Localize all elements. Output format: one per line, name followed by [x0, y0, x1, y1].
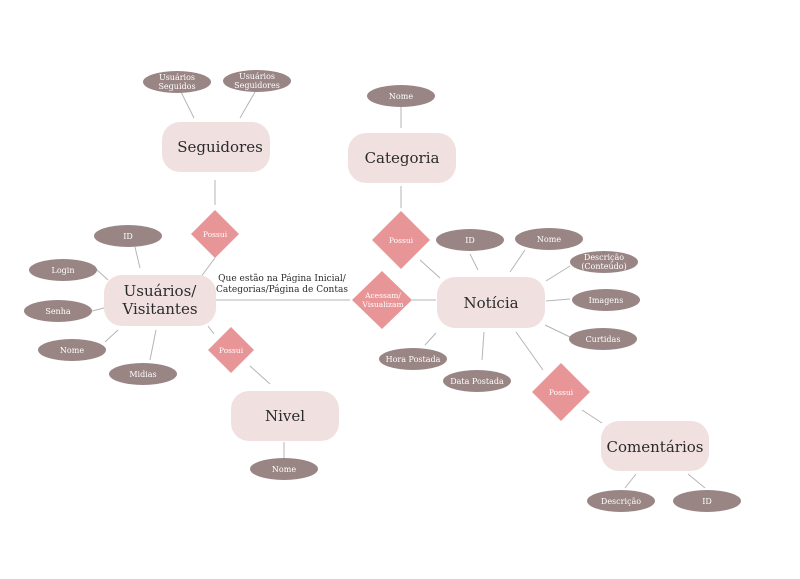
entity-comentarios-label: Comentários [607, 438, 704, 456]
attribute-noticia-id: ID [436, 229, 504, 251]
attribute-noticia-imagens-label: Imagens [589, 296, 624, 305]
relationship-possui-nivel-label: Possui [219, 346, 244, 355]
attribute-comentario-descricao-label: Descrição [601, 497, 641, 506]
attribute-nivel-nome: Nome [250, 458, 318, 480]
relationship-acessam-visualizam: Acessam/ Visualizam [352, 271, 412, 329]
entity-categoria: Categoria [348, 133, 456, 183]
attribute-noticia-descricao: Descrição (Conteúdo) [570, 251, 638, 273]
attribute-usuario-nome-label: Nome [60, 346, 84, 355]
attribute-usuario-id-label: ID [123, 232, 133, 241]
entity-noticia: Notícia [437, 277, 545, 328]
attribute-usuarios-seguidores-line2: Seguidores [234, 81, 280, 90]
attribute-noticia-nome: Nome [515, 228, 583, 250]
attribute-usuarios-seguidos-line1: Usuários [159, 73, 195, 82]
entity-usuarios-label-line2: Visitantes [121, 300, 197, 318]
relationship-possui-categoria: Possui [372, 211, 430, 269]
relationship-possui-seguidores: Possui [191, 210, 239, 258]
connector-lines [91, 91, 706, 489]
attribute-usuario-midias-label: Midias [129, 370, 156, 379]
attribute-comentario-id: ID [673, 490, 741, 512]
attribute-usuario-login-label: Login [52, 266, 75, 275]
relationship-possui-comentarios: Possui [532, 363, 590, 421]
relationship-acessam-label-line2: Visualizam [361, 300, 403, 309]
attribute-noticia-id-label: ID [465, 236, 475, 245]
attribute-noticia-curtidas-label: Curtidas [586, 335, 621, 344]
entity-seguidores-label: Seguidores [177, 138, 263, 156]
attribute-categoria-nome: Nome [367, 85, 435, 107]
relationship-possui-comentarios-label: Possui [549, 388, 574, 397]
annotation-line2: Categorias/Página de Contas [216, 284, 348, 295]
relationship-acessam-label-line1: Acessam/ [364, 291, 401, 300]
annotation-line1: Que estão na Página Inicial/ [218, 273, 347, 284]
attribute-usuario-midias: Midias [109, 363, 177, 385]
attribute-usuario-senha-label: Senha [45, 307, 71, 316]
attribute-noticia-nome-label: Nome [537, 235, 561, 244]
attribute-noticia-hora-label: Hora Postada [386, 355, 441, 364]
entity-comentarios: Comentários [601, 421, 709, 471]
attribute-noticia-data-postada: Data Postada [443, 370, 511, 392]
attribute-usuario-senha: Senha [24, 300, 92, 322]
attribute-usuarios-seguidores-line1: Usuários [239, 72, 275, 81]
attribute-usuarios-seguidores: Usuários Seguidores [223, 70, 291, 92]
attribute-noticia-descricao-line2: (Conteúdo) [581, 262, 626, 271]
attribute-noticia-curtidas: Curtidas [569, 328, 637, 350]
attribute-categoria-nome-label: Nome [389, 92, 413, 101]
attribute-usuario-login: Login [29, 259, 97, 281]
relationship-possui-seguidores-label: Possui [203, 230, 228, 239]
relationship-possui-categoria-label: Possui [389, 236, 414, 245]
attribute-usuario-nome: Nome [38, 339, 106, 361]
entity-seguidores: Seguidores [162, 122, 270, 172]
relationship-possui-nivel: Possui [208, 327, 254, 373]
attribute-noticia-data-label: Data Postada [450, 377, 504, 386]
entity-nivel-label: Nivel [265, 407, 305, 425]
attribute-usuarios-seguidos: Usuários Seguidos [143, 71, 211, 93]
entity-nivel: Nivel [231, 391, 339, 441]
entity-usuarios-visitantes: Usuários/ Visitantes [104, 275, 216, 326]
entity-categoria-label: Categoria [365, 149, 440, 167]
attribute-noticia-hora-postada: Hora Postada [379, 348, 447, 370]
attribute-noticia-imagens: Imagens [572, 289, 640, 311]
attribute-usuario-id: ID [94, 225, 162, 247]
entity-usuarios-label-line1: Usuários/ [124, 282, 198, 300]
attribute-nivel-nome-label: Nome [272, 465, 296, 474]
entity-noticia-label: Notícia [463, 294, 518, 312]
acessam-annotation: Que estão na Página Inicial/ Categorias/… [216, 273, 348, 295]
attribute-comentario-id-label: ID [702, 497, 712, 506]
attribute-usuarios-seguidos-line2: Seguidos [158, 82, 195, 91]
attribute-comentario-descricao: Descrição [587, 490, 655, 512]
attribute-noticia-descricao-line1: Descrição [584, 253, 624, 262]
